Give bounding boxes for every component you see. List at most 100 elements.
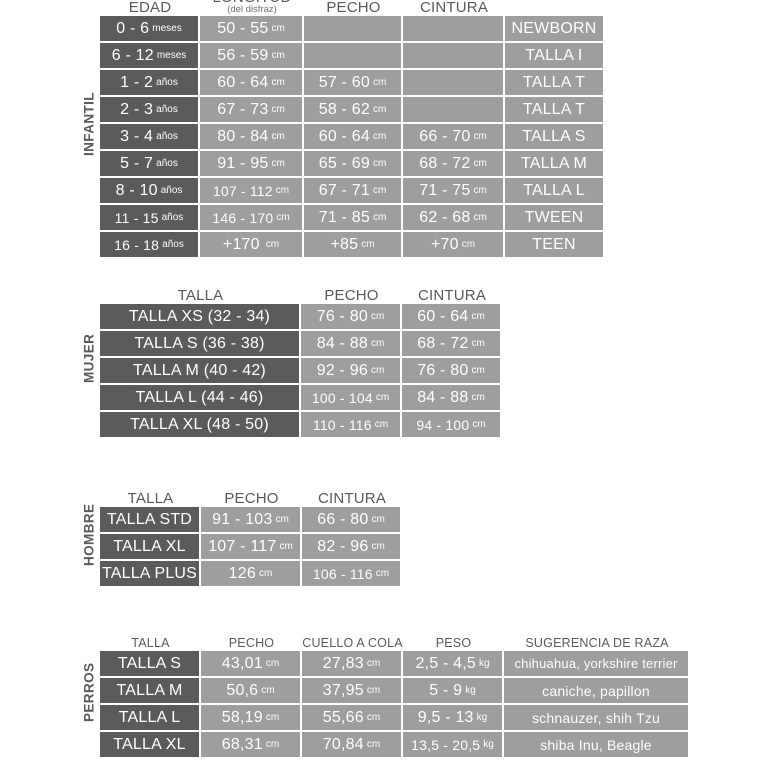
cell-raza: shiba Inu, Beagle xyxy=(504,732,688,757)
cell-cuello-a-cola: 27,83 cm xyxy=(302,651,401,676)
cell-cintura: 94 - 100 cm xyxy=(402,412,500,437)
cell-talla: TALLA PLUS xyxy=(100,561,199,586)
table-row: 0 - 6 meses 50 - 55 cm NEWBORN xyxy=(100,16,605,41)
cell-cintura: 84 - 88 cm xyxy=(402,385,500,410)
table-grid-hombre: TALLA PECHO CINTURA TALLA STD 91 - 103 cm… xyxy=(100,481,402,588)
cell-pecho: 68,31 cm xyxy=(201,732,300,757)
cell-longitud: 107 - 112 cm xyxy=(200,178,302,203)
cell-talla: TALLA M xyxy=(100,678,199,703)
cell-edad: 11 - 15 años xyxy=(100,205,198,230)
table-row: TALLA XS (32 - 34) 76 - 80 cm 60 - 64 cm xyxy=(100,304,502,329)
cell-pecho: 92 - 96 cm xyxy=(301,358,400,383)
cell-talla: TALLA T xyxy=(505,97,603,122)
cell-pecho: 43,01 cm xyxy=(201,651,300,676)
cell-pecho: 84 - 88 cm xyxy=(301,331,400,356)
table-row: 3 - 4 años 80 - 84 cm 60 - 64 cm 66 - 70 cm … xyxy=(100,124,605,149)
cell-peso: 13,5 - 20,5 kg xyxy=(403,732,502,757)
table-row: 11 - 15 años 146 - 170 cm 71 - 85 cm 62 - 6… xyxy=(100,205,605,230)
cell-cintura xyxy=(403,16,503,41)
cell-pecho: 71 - 85 cm xyxy=(304,205,401,230)
cell-cuello-a-cola: 70,84 cm xyxy=(302,732,401,757)
table-header-row: EDAD LONGITUD (del disfraz) PECHO CINTUR… xyxy=(100,0,605,16)
cell-edad: 0 - 6 meses xyxy=(100,16,198,41)
cell-talla: TWEEN xyxy=(505,205,603,230)
column-header-longitud: LONGITUD (del disfraz) xyxy=(212,0,291,16)
cell-pecho xyxy=(304,16,401,41)
table-header-row: TALLA PECHO CINTURA xyxy=(100,481,402,507)
table-row: 16 - 18 años +170 cm +85 cm +70 cm TEEN xyxy=(100,232,605,257)
table-header-row: TALLA PECHO CINTURA xyxy=(100,278,502,304)
table-block-infantil: INFANTIL EDAD LONGITUD (del disfraz) PEC… xyxy=(78,0,605,259)
table-row: 5 - 7 años 91 - 95 cm 65 - 69 cm 68 - 72 cm … xyxy=(100,151,605,176)
column-header-sugerencia-de-raza: SUGERENCIA DE RAZA xyxy=(525,636,669,651)
column-header-pecho: PECHO xyxy=(324,286,379,304)
cell-cintura: 68 - 72 cm xyxy=(402,331,500,356)
column-header-talla: TALLA xyxy=(177,286,224,304)
cell-cintura: 60 - 64 cm xyxy=(402,304,500,329)
table-row: TALLA L 58,19 cm 55,66 cm 9,5 - 13 kg schna… xyxy=(100,705,690,730)
cell-longitud: 80 - 84 cm xyxy=(200,124,302,149)
cell-cintura xyxy=(403,97,503,122)
column-header-edad: EDAD xyxy=(128,0,172,16)
cell-edad: 2 - 3 años xyxy=(100,97,198,122)
table-header-row: TALLA PECHO CUELLO A COLA PESO SUGERENCI… xyxy=(100,625,690,651)
cell-edad: 6 - 12 meses xyxy=(100,43,198,68)
cell-pecho: 126 cm xyxy=(201,561,300,586)
cell-longitud: +170 cm xyxy=(200,232,302,257)
cell-pecho: 67 - 71 cm xyxy=(304,178,401,203)
cell-edad: 16 - 18 años xyxy=(100,232,198,257)
cell-cuello-a-cola: 37,95 cm xyxy=(302,678,401,703)
table-row: TALLA XL 68,31 cm 70,84 cm 13,5 - 20,5 kg s… xyxy=(100,732,690,757)
cell-cuello-a-cola: 55,66 cm xyxy=(302,705,401,730)
cell-peso: 2,5 - 4,5 kg xyxy=(403,651,502,676)
cell-talla: TALLA L (44 - 46) xyxy=(100,385,299,410)
cell-talla: NEWBORN xyxy=(505,16,603,41)
cell-raza: schnauzer, shih Tzu xyxy=(504,705,688,730)
table-row: TALLA M 50,6 cm 37,95 cm 5 - 9 kg caniche, … xyxy=(100,678,690,703)
column-header-talla: TALLA xyxy=(127,489,174,507)
column-header-talla: TALLA xyxy=(131,636,170,651)
cell-pecho: 100 - 104 cm xyxy=(301,385,400,410)
cell-pecho: 58 - 62 cm xyxy=(304,97,401,122)
side-label-infantil: INFANTIL xyxy=(81,92,97,157)
cell-pecho: 107 - 117 cm xyxy=(201,534,300,559)
cell-edad: 5 - 7 años xyxy=(100,151,198,176)
column-header-cintura: CINTURA xyxy=(417,286,487,304)
cell-talla: TALLA L xyxy=(505,178,603,203)
cell-longitud: 146 - 170 cm xyxy=(200,205,302,230)
table-row: TALLA XL 107 - 117 cm 82 - 96 cm xyxy=(100,534,402,559)
table-row: 2 - 3 años 67 - 73 cm 58 - 62 cm TALLA T xyxy=(100,97,605,122)
table-grid-infantil: EDAD LONGITUD (del disfraz) PECHO CINTUR… xyxy=(100,0,605,259)
side-label-perros: PERROS xyxy=(81,662,97,722)
cell-pecho: 57 - 60 cm xyxy=(304,70,401,95)
column-header-cintura: CINTURA xyxy=(419,0,489,16)
column-header-pecho: PECHO xyxy=(326,0,381,16)
table-row: TALLA M (40 - 42) 92 - 96 cm 76 - 80 cm xyxy=(100,358,502,383)
cell-pecho: 110 - 116 cm xyxy=(301,412,400,437)
cell-edad: 8 - 10 años xyxy=(100,178,198,203)
column-header-pecho: PECHO xyxy=(224,489,279,507)
cell-cintura: +70 cm xyxy=(403,232,503,257)
cell-talla: TALLA L xyxy=(100,705,199,730)
cell-cintura xyxy=(403,43,503,68)
table-block-perros: PERROS TALLA PECHO CUELLO A COLA PESO SU… xyxy=(78,625,690,759)
cell-pecho: 50,6 cm xyxy=(201,678,300,703)
cell-cintura: 106 - 116 cm xyxy=(302,561,400,586)
cell-raza: caniche, papillon xyxy=(504,678,688,703)
cell-cintura: 71 - 75 cm xyxy=(403,178,503,203)
column-header-cintura: CINTURA xyxy=(317,489,387,507)
cell-talla: TALLA XL xyxy=(100,732,199,757)
cell-talla: TEEN xyxy=(505,232,603,257)
cell-cintura: 82 - 96 cm xyxy=(302,534,400,559)
cell-talla: TALLA I xyxy=(505,43,603,68)
cell-talla: TALLA S (36 - 38) xyxy=(100,331,299,356)
cell-longitud: 56 - 59 cm xyxy=(200,43,302,68)
table-row: TALLA S 43,01 cm 27,83 cm 2,5 - 4,5 kg chih… xyxy=(100,651,690,676)
table-row: 1 - 2 años 60 - 64 cm 57 - 60 cm TALLA T xyxy=(100,70,605,95)
column-header-pecho: PECHO xyxy=(228,636,275,651)
cell-cintura: 62 - 68 cm xyxy=(403,205,503,230)
cell-talla: TALLA S xyxy=(505,124,603,149)
table-block-mujer: MUJER TALLA PECHO CINTURA TALLA XS (32 -… xyxy=(78,278,502,439)
cell-peso: 9,5 - 13 kg xyxy=(403,705,502,730)
